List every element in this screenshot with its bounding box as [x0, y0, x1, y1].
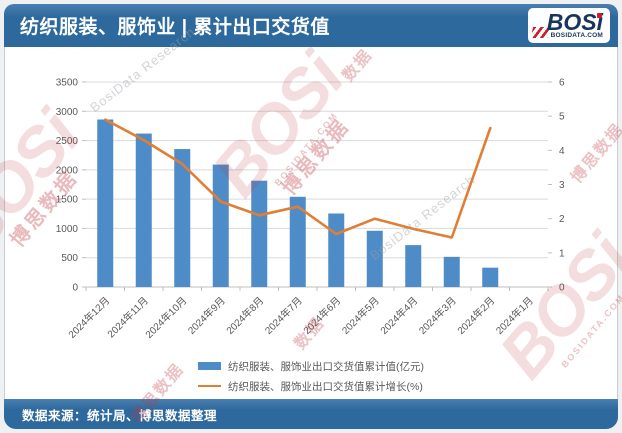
legend-label: 纺织服装、服饰业出口交货值累计值(亿元) — [228, 360, 424, 373]
growth-trend-line — [104, 118, 492, 239]
logo-domain-text: BOSIDATA.COM — [550, 31, 603, 39]
x-axis-label: 2024年1月 — [493, 294, 536, 337]
bar-series-swatch-icon — [198, 362, 221, 370]
y-axis-left-label: 1000 — [56, 224, 79, 235]
y-axis-left-label: 2500 — [56, 136, 79, 147]
y-axis-right-label: 1 — [559, 248, 565, 259]
bar — [212, 164, 229, 287]
y-axis-right-label: 0 — [559, 283, 565, 294]
bar — [405, 245, 422, 287]
x-axis-label: 2024年9月 — [185, 294, 228, 337]
bar — [289, 196, 306, 287]
bar — [97, 119, 114, 287]
bar — [174, 149, 191, 287]
legend-item-line-series: 纺织服装、服饰业出口交货值累计增长(%) — [198, 379, 423, 394]
x-axis-label: 2024年4月 — [377, 294, 420, 337]
y-axis-right-label: 5 — [559, 112, 565, 123]
footer-bar: 数据来源：统计局、博思数据整理 — [4, 399, 618, 429]
y-axis-right-label: 3 — [559, 180, 565, 191]
legend-item-bar-series: 纺织服装、服饰业出口交货值累计值(亿元) — [198, 359, 424, 374]
chart-card: 纺织服装、服饰业 | 累计出口交货值 BOSi BOSIDATA.COM 0 50… — [4, 4, 618, 429]
logo-red-dot-icon — [597, 12, 602, 18]
logo-brand-text: BOSi — [546, 8, 603, 35]
x-axis-label: 2024年12月 — [65, 294, 112, 341]
y-axis-right-label: 2 — [559, 214, 565, 225]
y-axis-left-label: 2000 — [56, 165, 79, 176]
bosi-logo: BOSi BOSIDATA.COM — [528, 8, 610, 43]
x-axis-label: 2024年5月 — [339, 294, 382, 337]
chart-legend: 纺织服装、服饰业出口交货值累计值(亿元) 纺织服装、服饰业出口交货值累计增长(%… — [198, 359, 424, 394]
bar — [135, 133, 152, 287]
chart-body: 0 500 1000 1500 2000 2500 3000 3500 0 1 2 3 4 5 6 2024年… — [4, 47, 618, 399]
page-title: 纺织服装、服饰业 | 累计出口交货值 — [20, 17, 330, 38]
y-axis-right-label: 4 — [559, 146, 565, 157]
header-bar: 纺织服装、服饰业 | 累计出口交货值 BOSi BOSIDATA.COM — [4, 4, 618, 47]
bar — [328, 213, 345, 287]
bar — [443, 256, 460, 287]
data-source-text: 数据来源：统计局、博思数据整理 — [22, 408, 218, 423]
y-axis-left-label: 3500 — [56, 78, 79, 89]
y-axis-right-label: 6 — [559, 78, 565, 89]
bar — [482, 267, 499, 287]
legend-label: 纺织服装、服饰业出口交货值累计增长(%) — [228, 380, 423, 393]
y-axis-left-label: 0 — [72, 283, 78, 294]
line-series-swatch-icon — [198, 384, 221, 388]
x-axis-label: 2024年6月 — [300, 294, 343, 337]
x-axis-label: 2024年8月 — [223, 294, 266, 337]
y-axis-left-label: 3000 — [56, 107, 79, 118]
x-axis-label: 2024年3月 — [416, 294, 459, 337]
x-axis-label: 2024年2月 — [454, 294, 497, 337]
combo-chart: 0 500 1000 1500 2000 2500 3000 3500 0 1 2 3 4 5 6 2024年… — [56, 78, 565, 341]
x-axis-label: 2024年7月 — [262, 294, 305, 337]
x-axis-label: 2024年10月 — [142, 294, 189, 341]
y-axis-left-label: 1500 — [56, 195, 79, 206]
y-axis-left-label: 500 — [61, 253, 78, 264]
bar — [251, 180, 268, 287]
bar — [366, 230, 383, 287]
